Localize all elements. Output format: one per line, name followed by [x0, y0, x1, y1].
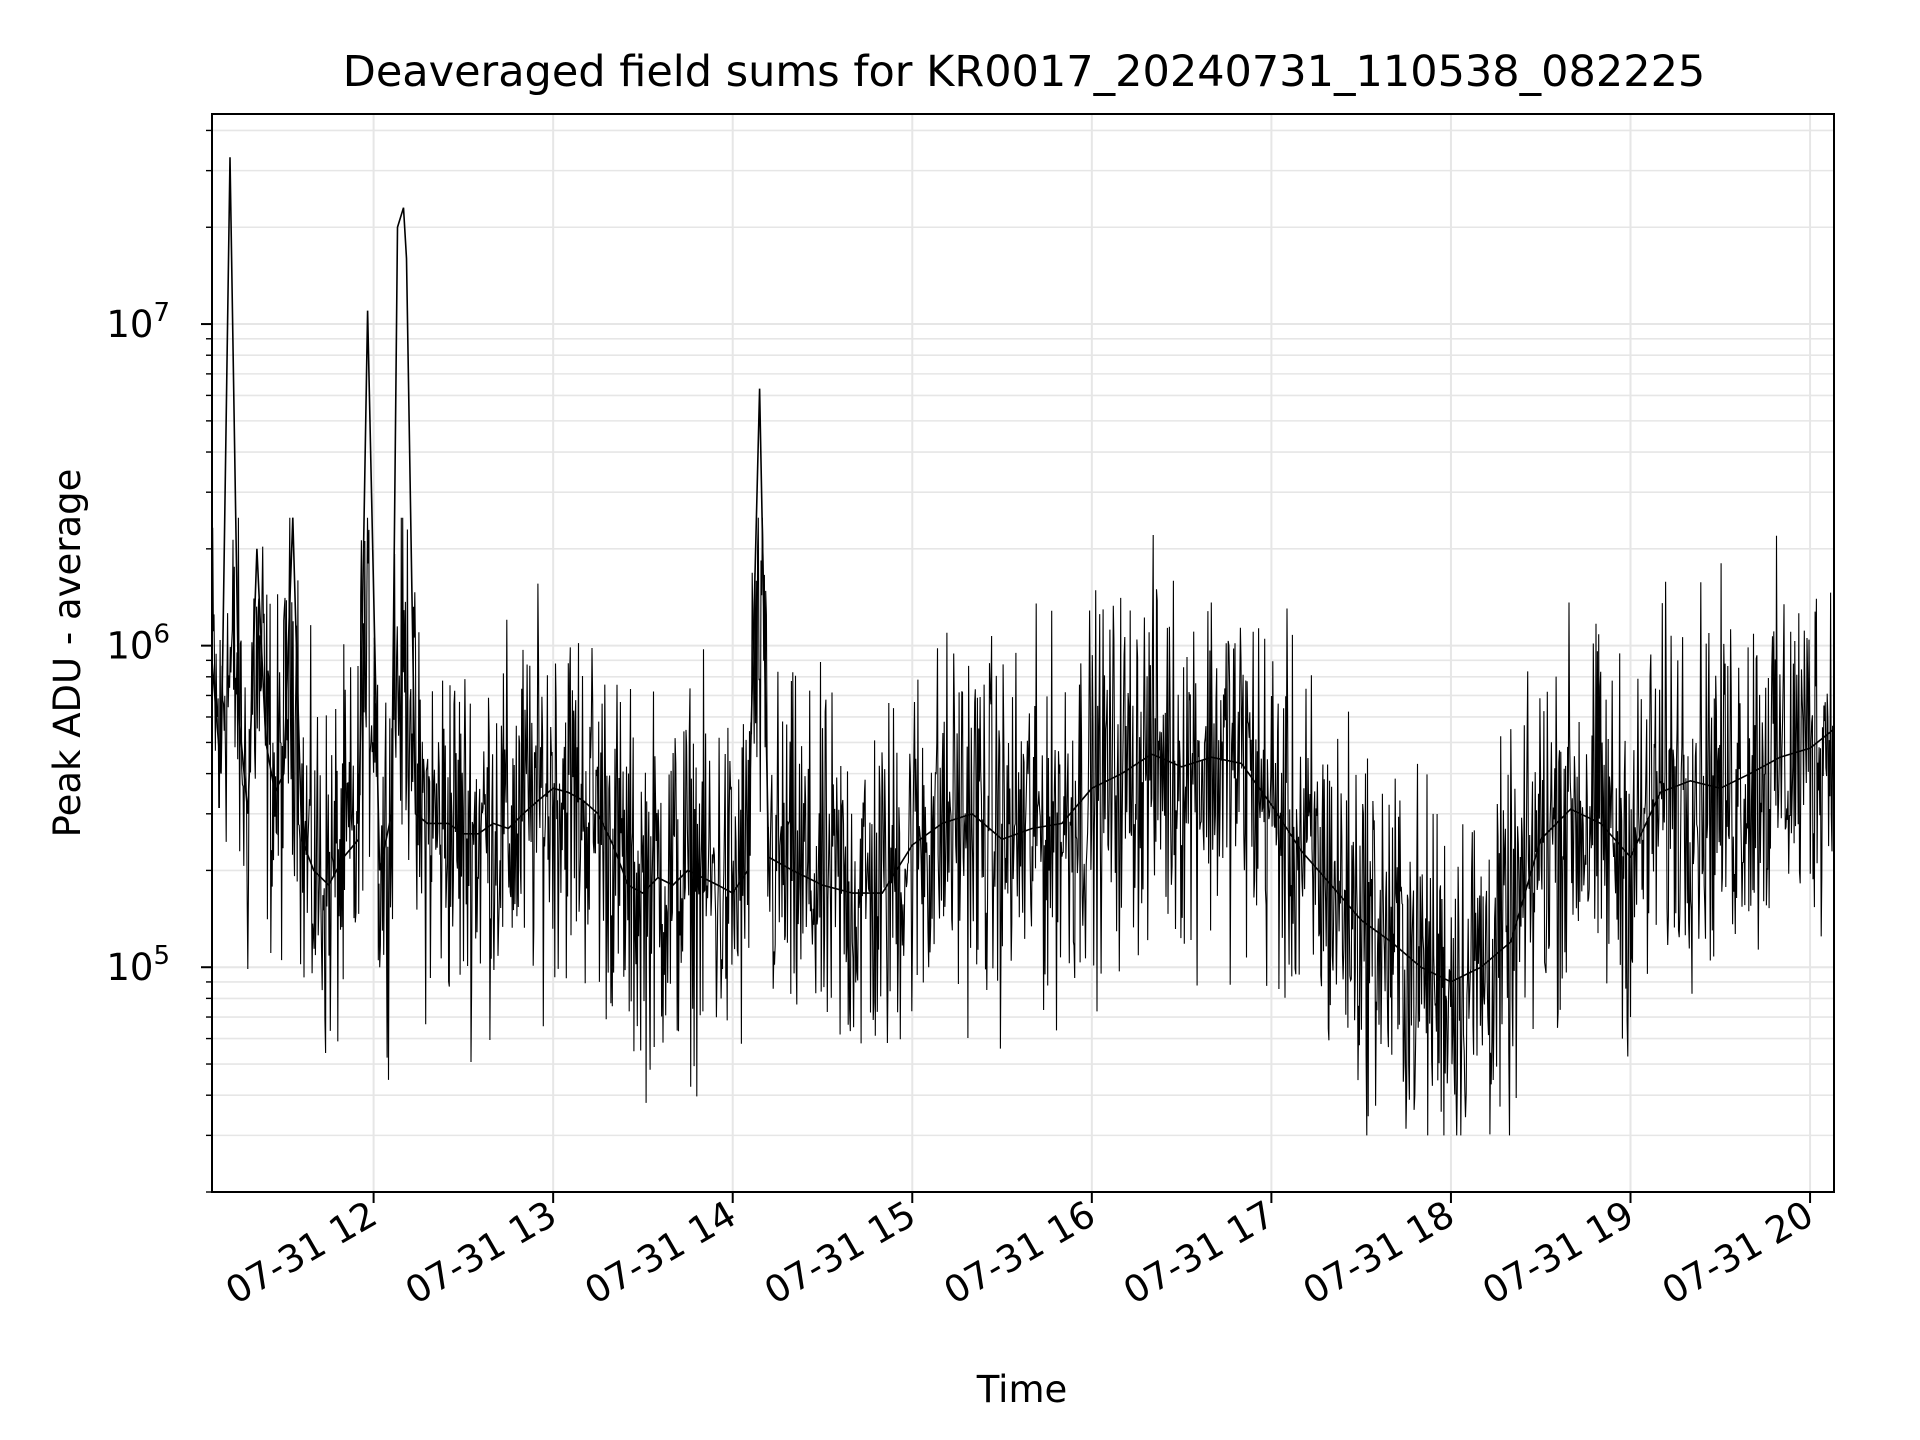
chart-title: Deaveraged field sums for KR0017_2024073…: [343, 47, 1706, 97]
y-tick-label: 105: [106, 941, 170, 989]
y-tick-exponent: 7: [153, 298, 170, 328]
series-texture: [211, 517, 1835, 1136]
y-tick-base: 10: [106, 946, 153, 989]
y-tick-base: 10: [106, 625, 153, 668]
y-tick-base: 10: [106, 303, 153, 346]
y-tick-exponent: 6: [153, 620, 170, 650]
y-axis-label: Peak ADU - average: [46, 469, 89, 838]
series-fine-detail: [211, 517, 1835, 1136]
y-tick-exponent: 5: [153, 941, 170, 971]
x-axis-label: Time: [976, 1368, 1068, 1411]
y-tick-label: 106: [106, 620, 170, 668]
plot-frame: [211, 113, 1835, 1193]
y-tick-label: 107: [106, 298, 170, 346]
